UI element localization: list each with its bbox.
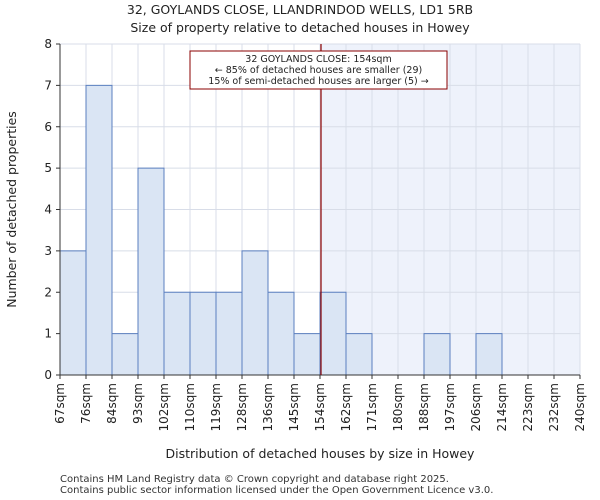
- bar-102sqm: [163, 291, 191, 376]
- y-tick-label-5: 5: [44, 161, 52, 175]
- chart-subtitle: Size of property relative to detached ho…: [130, 20, 470, 35]
- chart-title: 32, GOYLANDS CLOSE, LLANDRINDOD WELLS, L…: [126, 2, 474, 17]
- x-tick-label-188sqm: 188sqm: [417, 383, 431, 431]
- x-tick-label-84sqm: 84sqm: [105, 383, 119, 424]
- bar-145sqm: [293, 333, 321, 376]
- x-tick-label-128sqm: 128sqm: [235, 383, 249, 431]
- bar-84sqm: [111, 333, 139, 376]
- bar-206sqm: [475, 333, 503, 376]
- y-axis-label: Number of detached properties: [4, 111, 19, 308]
- annotation-line-3: 15% of semi-detached houses are larger (…: [208, 76, 428, 87]
- x-tick-label-223sqm: 223sqm: [521, 383, 535, 431]
- x-tick-label-162sqm: 162sqm: [339, 383, 353, 431]
- x-tick-label-136sqm: 136sqm: [261, 383, 275, 431]
- x-tick-label-110sqm: 110sqm: [183, 383, 197, 431]
- bar-76sqm: [85, 84, 113, 376]
- bar-67sqm: [59, 250, 87, 376]
- y-tick-label-7: 7: [44, 78, 52, 92]
- y-tick-label-3: 3: [44, 244, 52, 258]
- x-tick-label-206sqm: 206sqm: [469, 383, 483, 431]
- y-tick-label-2: 2: [44, 285, 52, 299]
- x-tick-label-240sqm: 240sqm: [573, 383, 587, 431]
- x-tick-label-145sqm: 145sqm: [287, 383, 301, 431]
- bar-119sqm: [215, 291, 243, 376]
- x-tick-label-102sqm: 102sqm: [157, 383, 171, 431]
- annotation-line-1: 32 GOYLANDS CLOSE: 154sqm: [245, 54, 391, 65]
- footer-copyright: Contains HM Land Registry data © Crown c…: [60, 474, 449, 485]
- bar-154sqm: [319, 291, 347, 376]
- bar-128sqm: [241, 250, 269, 376]
- bar-188sqm: [423, 333, 451, 376]
- bar-93sqm: [137, 167, 165, 376]
- y-tick-label-1: 1: [44, 327, 52, 341]
- x-tick-label-180sqm: 180sqm: [391, 383, 405, 431]
- bar-162sqm: [345, 333, 373, 376]
- y-tick-label-0: 0: [44, 368, 52, 382]
- x-axis-label: Distribution of detached houses by size …: [166, 446, 476, 461]
- y-tick-label-8: 8: [44, 37, 52, 51]
- x-tick-label-119sqm: 119sqm: [209, 383, 223, 431]
- x-tick-label-232sqm: 232sqm: [547, 383, 561, 431]
- x-tick-label-93sqm: 93sqm: [131, 383, 145, 424]
- x-tick-label-171sqm: 171sqm: [365, 383, 379, 431]
- x-tick-label-67sqm: 67sqm: [53, 383, 67, 424]
- footer-licence: Contains public sector information licen…: [60, 485, 494, 496]
- bar-136sqm: [267, 291, 295, 376]
- x-tick-label-76sqm: 76sqm: [79, 383, 93, 424]
- x-tick-label-214sqm: 214sqm: [495, 383, 509, 431]
- x-tick-label-197sqm: 197sqm: [443, 383, 457, 431]
- y-tick-label-4: 4: [44, 203, 52, 217]
- annotation-line-2: ← 85% of detached houses are smaller (29…: [215, 65, 422, 76]
- annotation-box: [189, 50, 448, 90]
- y-tick-label-6: 6: [44, 120, 52, 134]
- bar-110sqm: [189, 291, 217, 376]
- x-tick-label-154sqm: 154sqm: [313, 383, 327, 431]
